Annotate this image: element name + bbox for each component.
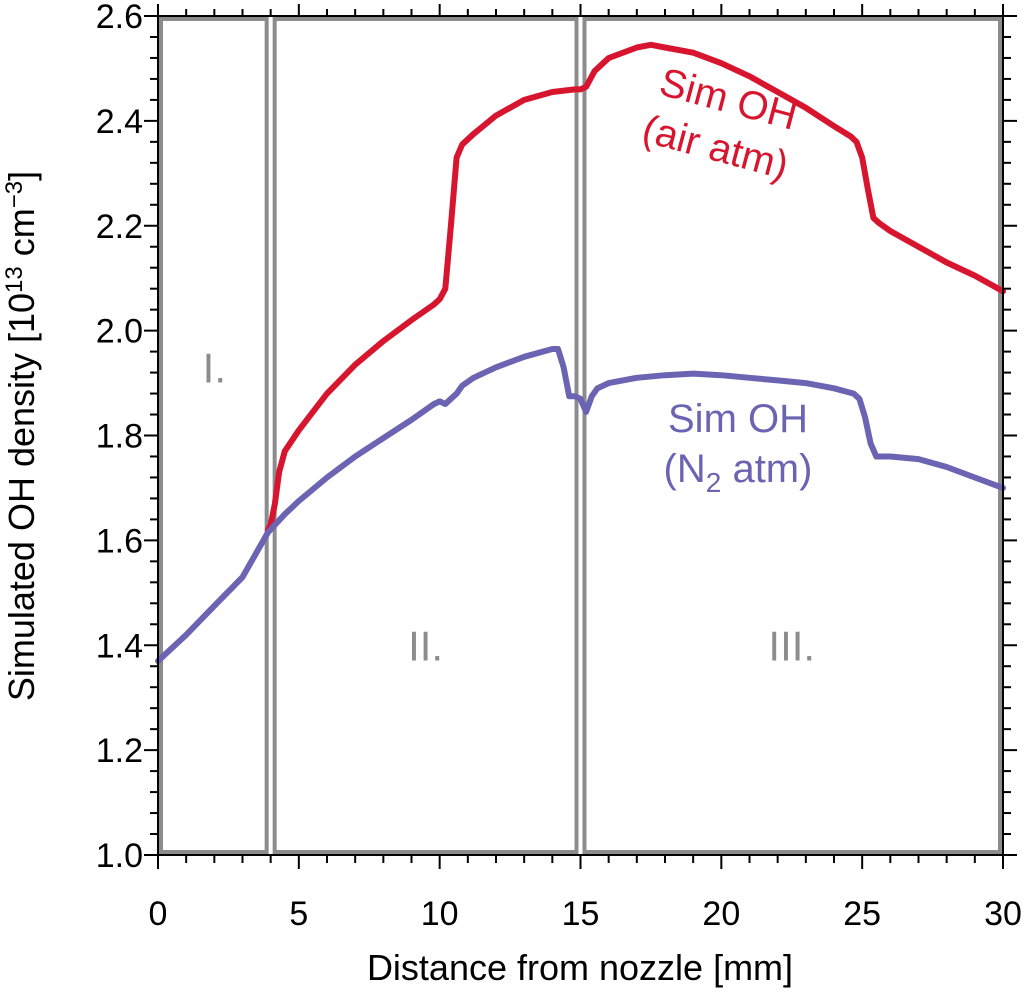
y-axis-title: Simulated OH density [1013 cm−3]	[1, 171, 42, 701]
region-frame	[582, 17, 1002, 854]
y-tick-label: 1.0	[96, 837, 143, 875]
y-tick-label: 2.4	[96, 103, 143, 141]
region-label: III.	[768, 622, 815, 669]
x-axis-title: Distance from nozzle [mm]	[367, 947, 793, 988]
region-frame	[159, 17, 269, 854]
regions-layer: I. II. III.	[159, 17, 1002, 854]
x-tick-label: 0	[149, 895, 168, 933]
series-line-n2	[155, 346, 1006, 664]
y-tick-label: 1.6	[96, 522, 143, 560]
region-frame	[272, 17, 579, 854]
region-label: II.	[408, 622, 443, 669]
ticks-layer: 0 5 10 15 20 25 30 1.0 1.2 1.4 1.6 1.8 2.0 2.2 2.4 2.6	[96, 0, 1022, 933]
plot-frame	[157, 15, 1004, 856]
labels-layer: Distance from nozzle [mm] Simulated OH d…	[1, 60, 812, 988]
x-tick-label: 20	[702, 895, 740, 933]
y-tick-label: 2.6	[96, 0, 143, 36]
region-label: I.	[203, 344, 226, 391]
y-tick-label: 1.4	[96, 627, 143, 665]
axes-layer	[157, 15, 1004, 856]
x-tick-label: 30	[984, 895, 1022, 933]
series-label-n2-line2: (N2 atm)	[664, 447, 813, 498]
x-tick-label: 15	[562, 895, 600, 933]
y-tick-label: 2.0	[96, 313, 143, 351]
y-tick-label: 1.8	[96, 418, 143, 456]
x-tick-label: 10	[421, 895, 459, 933]
series-label-n2-line1: Sim OH	[668, 397, 808, 441]
x-tick-label: 25	[843, 895, 881, 933]
x-tick-label: 5	[289, 895, 308, 933]
series-line-air	[264, 41, 1006, 533]
y-tick-label: 1.2	[96, 732, 143, 770]
series-layer	[155, 41, 1006, 664]
y-tick-label: 2.2	[96, 208, 143, 246]
